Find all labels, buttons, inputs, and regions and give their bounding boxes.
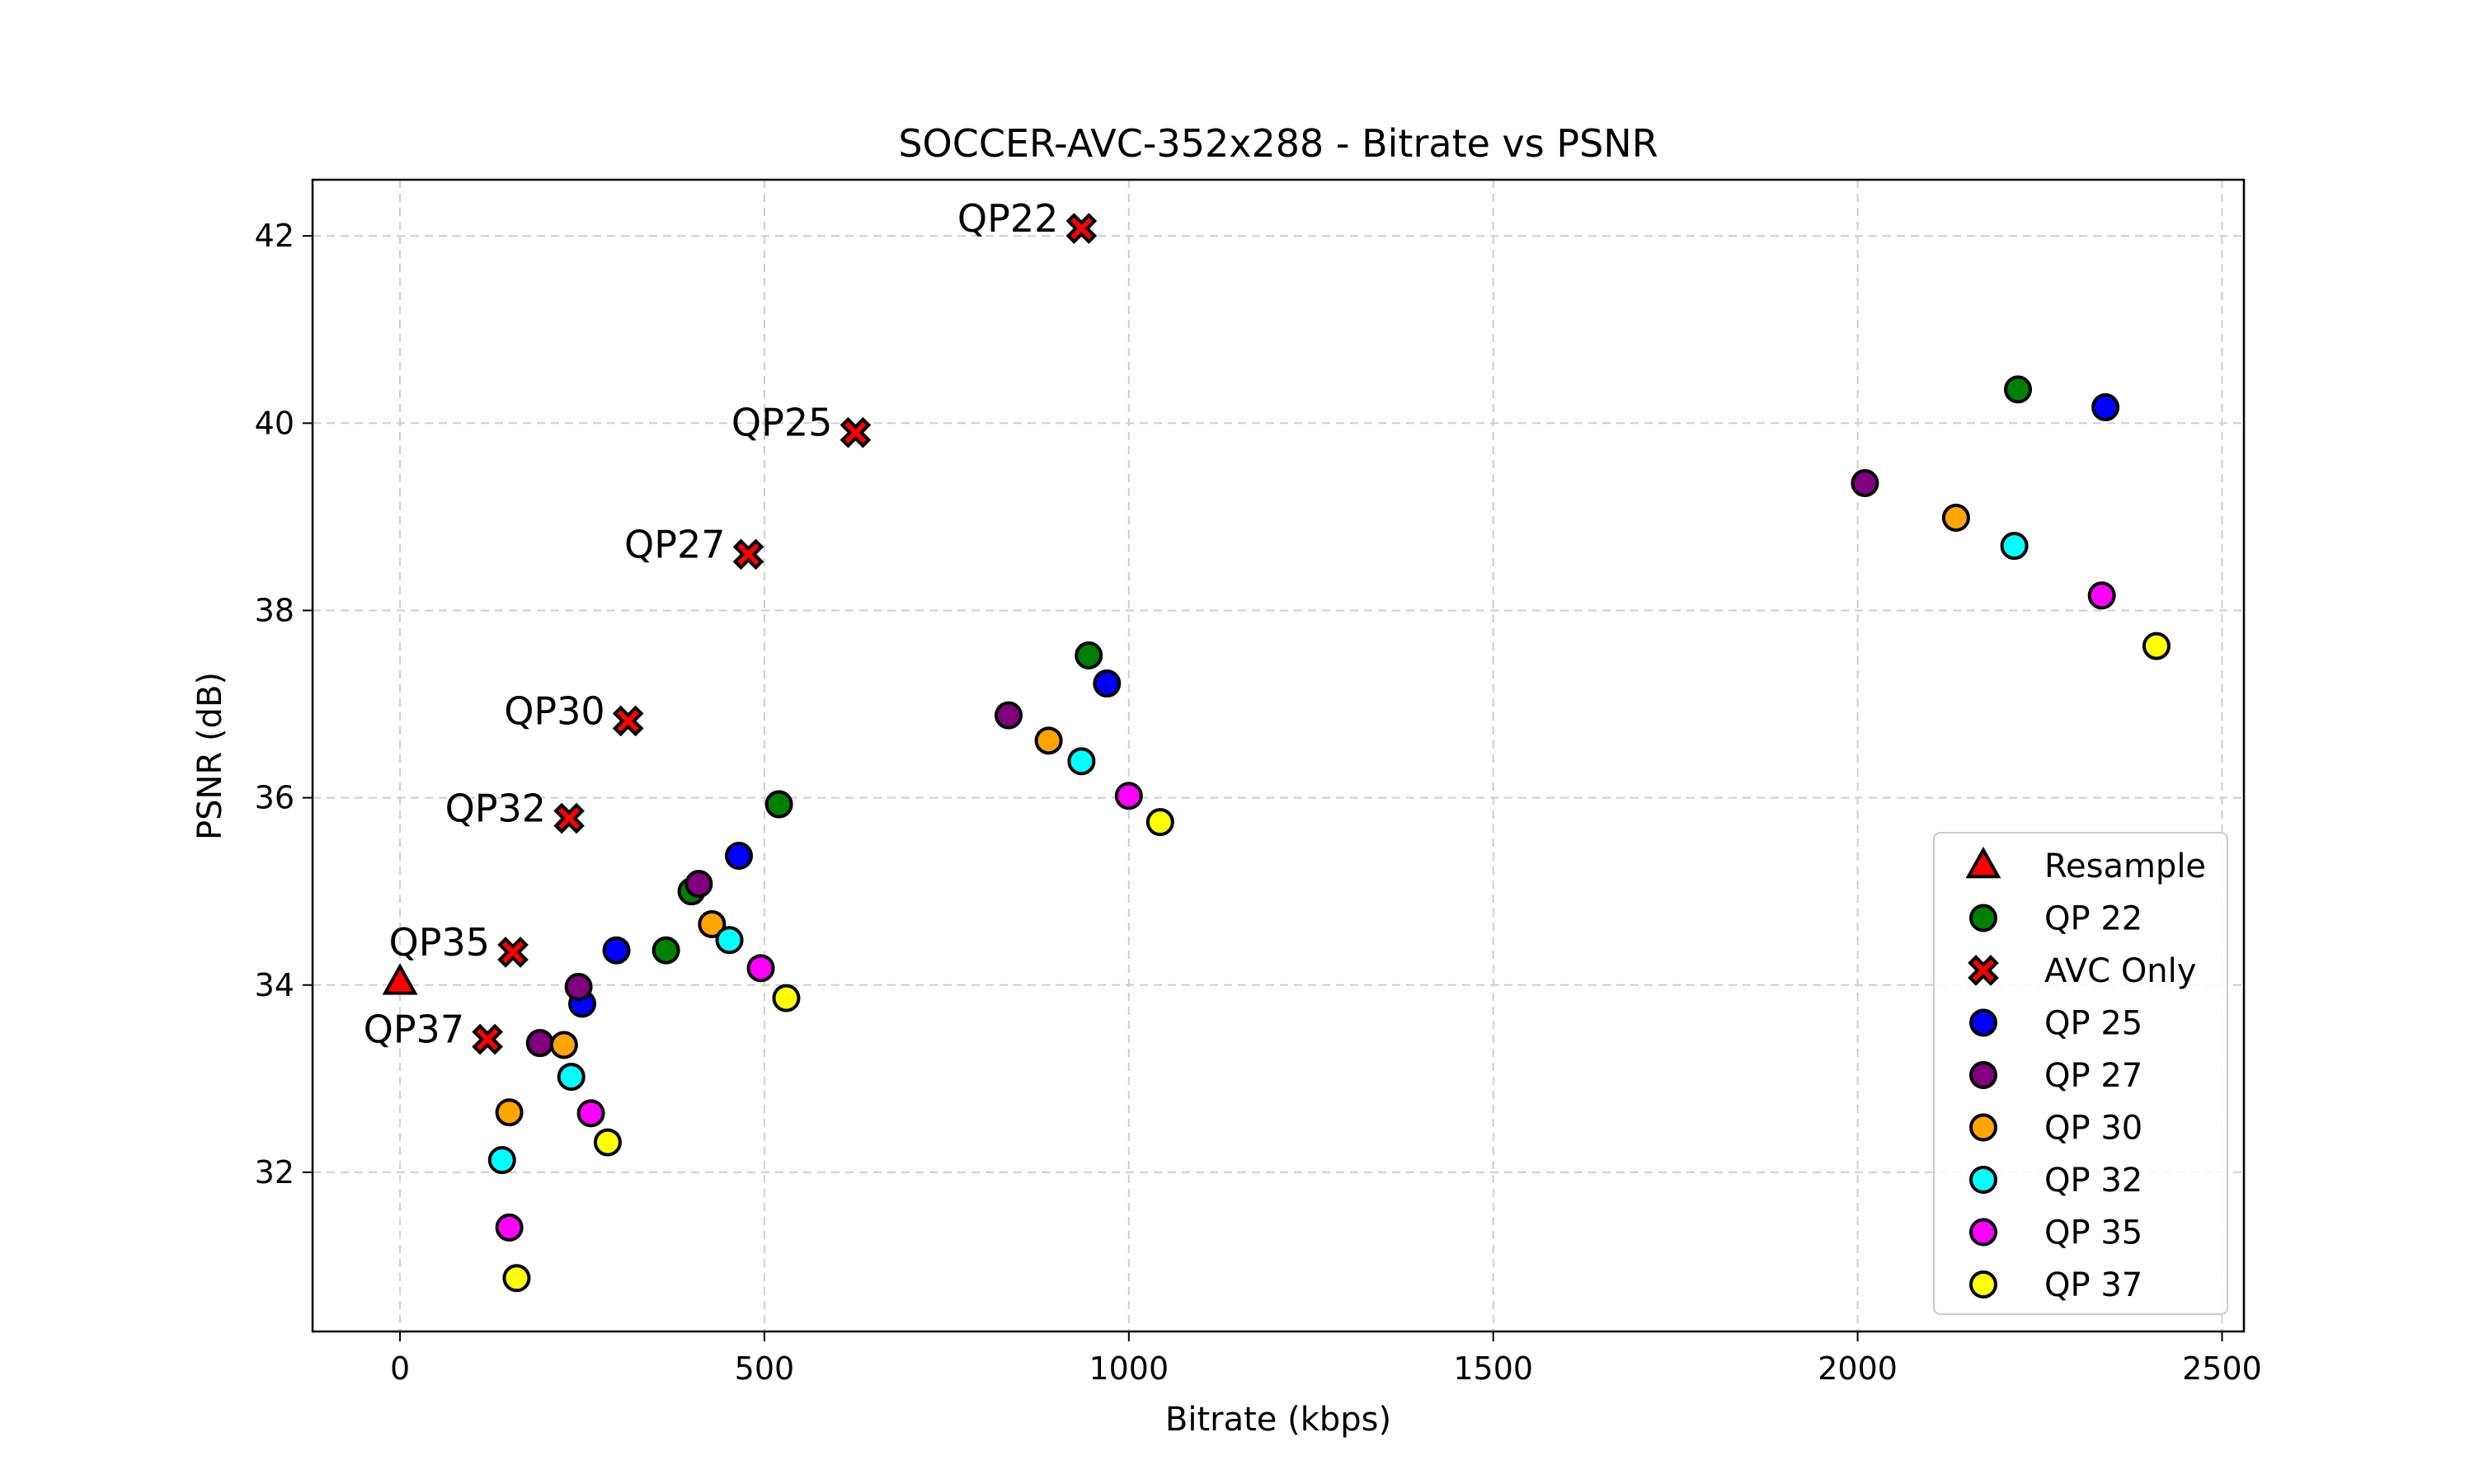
chart-title: SOCCER-AVC-352x288 - Bitrate vs PSNR xyxy=(898,121,1658,166)
data-point xyxy=(2142,632,2171,660)
data-point xyxy=(1065,213,1098,244)
legend-label: QP 22 xyxy=(2044,900,2142,938)
data-point xyxy=(725,842,754,871)
legend-label: QP 37 xyxy=(2044,1266,2142,1304)
data-point xyxy=(715,926,744,955)
data-point xyxy=(1114,782,1143,810)
data-point xyxy=(495,1098,524,1127)
legend-label: QP 30 xyxy=(2044,1110,2142,1148)
data-point xyxy=(612,705,644,737)
y-axis-label: PSNR (dB) xyxy=(191,672,229,840)
legend: Resample QP 22 AVC Only QP 25 QP 27 QP 30 QP 3… xyxy=(1933,832,2228,1315)
point-annotation: QP37 xyxy=(364,1007,464,1052)
data-point xyxy=(746,954,775,983)
data-point xyxy=(1851,468,1879,497)
data-point xyxy=(995,701,1023,730)
point-annotation: QP35 xyxy=(389,920,490,965)
data-point xyxy=(684,870,713,899)
data-point xyxy=(553,802,585,834)
data-point xyxy=(840,416,872,448)
annotation-layer: QP22 QP25 QP27 QP30 QP32 QP35 QP37 xyxy=(364,196,1059,1052)
data-point xyxy=(557,1063,586,1092)
data-point xyxy=(2004,375,2033,404)
y-tick-label: 40 xyxy=(255,405,294,441)
legend-marker xyxy=(1969,1061,1997,1089)
legend-label: Resample xyxy=(2044,848,2206,885)
ticks-layer: 0 500 1000 1500 2000 2500 32 34 36 38 40 42 xyxy=(255,218,2262,1387)
data-point xyxy=(602,936,631,965)
data-point xyxy=(1093,669,1122,698)
legend-label: QP 27 xyxy=(2044,1057,2142,1095)
point-annotation: QP30 xyxy=(504,688,604,733)
point-annotation: QP22 xyxy=(957,196,1058,241)
data-point xyxy=(1941,504,1970,533)
data-point xyxy=(764,790,793,819)
data-point xyxy=(1075,641,1103,669)
series-qp-22 xyxy=(651,375,2033,965)
y-tick-label: 42 xyxy=(255,218,294,254)
data-point xyxy=(495,1213,524,1242)
plot-frame xyxy=(311,178,2246,1333)
legend-label: QP 25 xyxy=(2044,1005,2142,1043)
data-point xyxy=(487,1146,516,1175)
legend-marker xyxy=(1969,1270,1997,1298)
series-qp-27 xyxy=(525,468,1879,1058)
data-point xyxy=(502,1264,531,1293)
data-point xyxy=(772,984,801,1012)
legend-marker xyxy=(1968,955,1999,986)
y-tick-label: 36 xyxy=(255,780,294,816)
series-qp-32 xyxy=(487,532,2029,1175)
legend-label: QP 35 xyxy=(2044,1214,2142,1252)
marks-layer xyxy=(382,213,2171,1293)
series-qp-37 xyxy=(502,632,2171,1293)
data-point xyxy=(732,538,764,571)
data-point xyxy=(2000,532,2029,561)
point-annotation: QP27 xyxy=(624,522,725,566)
data-point xyxy=(651,936,680,965)
legend-label: QP 32 xyxy=(2044,1162,2142,1200)
x-axis-label: Bitrate (kbps) xyxy=(1165,1401,1391,1439)
data-point xyxy=(1067,747,1096,776)
y-tick-label: 38 xyxy=(255,592,294,628)
y-tick-label: 32 xyxy=(255,1154,294,1190)
x-tick-label: 2000 xyxy=(1818,1350,1898,1387)
data-point xyxy=(698,909,727,938)
data-point xyxy=(497,937,529,968)
legend-marker xyxy=(1969,1166,1997,1194)
data-point xyxy=(593,1128,622,1157)
data-point xyxy=(1145,808,1174,837)
legend-marker xyxy=(1969,1008,1997,1037)
data-point xyxy=(2087,581,2116,610)
legend-marker xyxy=(1969,1218,1997,1247)
x-tick-label: 500 xyxy=(735,1350,795,1387)
series-qp-35 xyxy=(495,581,2116,1242)
legend-marker xyxy=(1969,904,1997,932)
x-tick-label: 1000 xyxy=(1089,1350,1169,1387)
data-point xyxy=(549,1031,578,1059)
series-qp-25 xyxy=(567,392,2120,1018)
data-point xyxy=(1034,726,1063,755)
data-point xyxy=(576,1099,605,1128)
x-tick-label: 1500 xyxy=(1453,1350,1533,1387)
data-point xyxy=(525,1029,554,1058)
x-tick-label: 2500 xyxy=(2182,1350,2262,1387)
legend-marker xyxy=(1969,1113,1997,1142)
legend-box xyxy=(1933,832,2228,1315)
legend-marker xyxy=(1965,846,2001,879)
series-avc-only xyxy=(472,213,1098,1055)
x-tick-label: 0 xyxy=(390,1350,410,1387)
y-tick-label: 34 xyxy=(255,967,294,1003)
data-point xyxy=(564,973,593,1002)
legend-label: AVC Only xyxy=(2044,952,2196,990)
point-annotation: QP32 xyxy=(445,787,546,831)
series-qp-30 xyxy=(495,504,1970,1127)
series-resample xyxy=(382,963,418,995)
point-annotation: QP25 xyxy=(731,401,832,445)
data-point xyxy=(2091,392,2120,421)
data-point xyxy=(382,963,418,995)
legend-items: Resample QP 22 AVC Only QP 25 QP 27 QP 30 QP 3… xyxy=(1965,846,2206,1304)
data-point xyxy=(472,1023,503,1055)
